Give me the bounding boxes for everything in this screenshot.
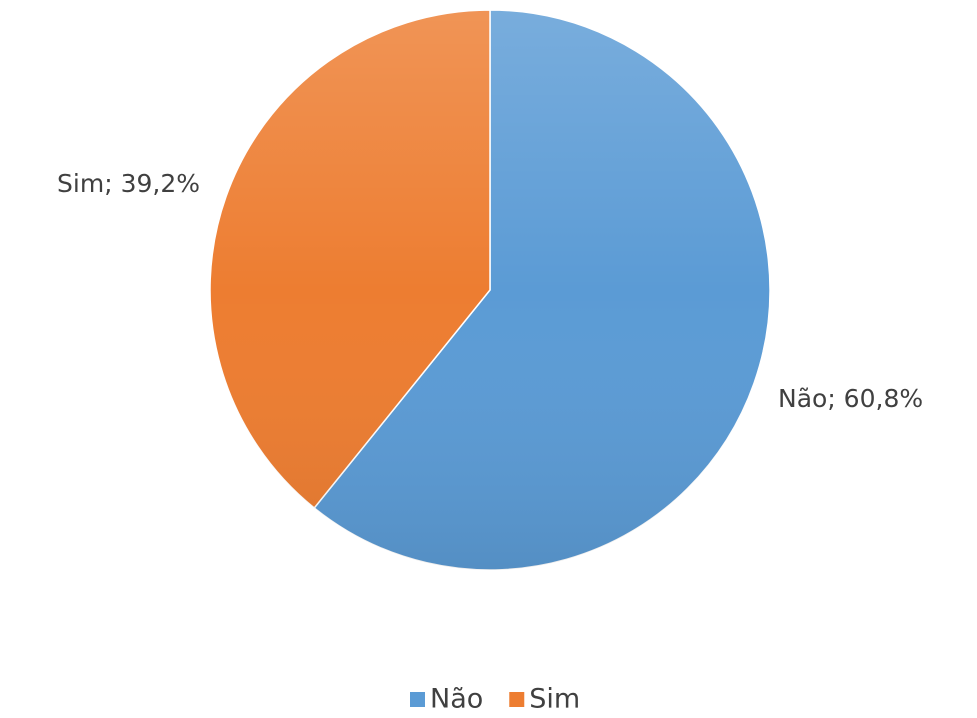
data-labels: Não; 60,8% Sim; 39,2% xyxy=(57,169,923,413)
data-label: Sim; 39,2% xyxy=(57,169,200,198)
legend-label: Não xyxy=(430,684,483,715)
data-label: Não; 60,8% xyxy=(778,384,923,413)
legend-label: Sim xyxy=(529,684,580,715)
legend-swatch xyxy=(509,692,525,707)
legend: Não Sim xyxy=(410,684,580,715)
pie xyxy=(209,9,771,571)
legend-swatch xyxy=(410,692,425,707)
